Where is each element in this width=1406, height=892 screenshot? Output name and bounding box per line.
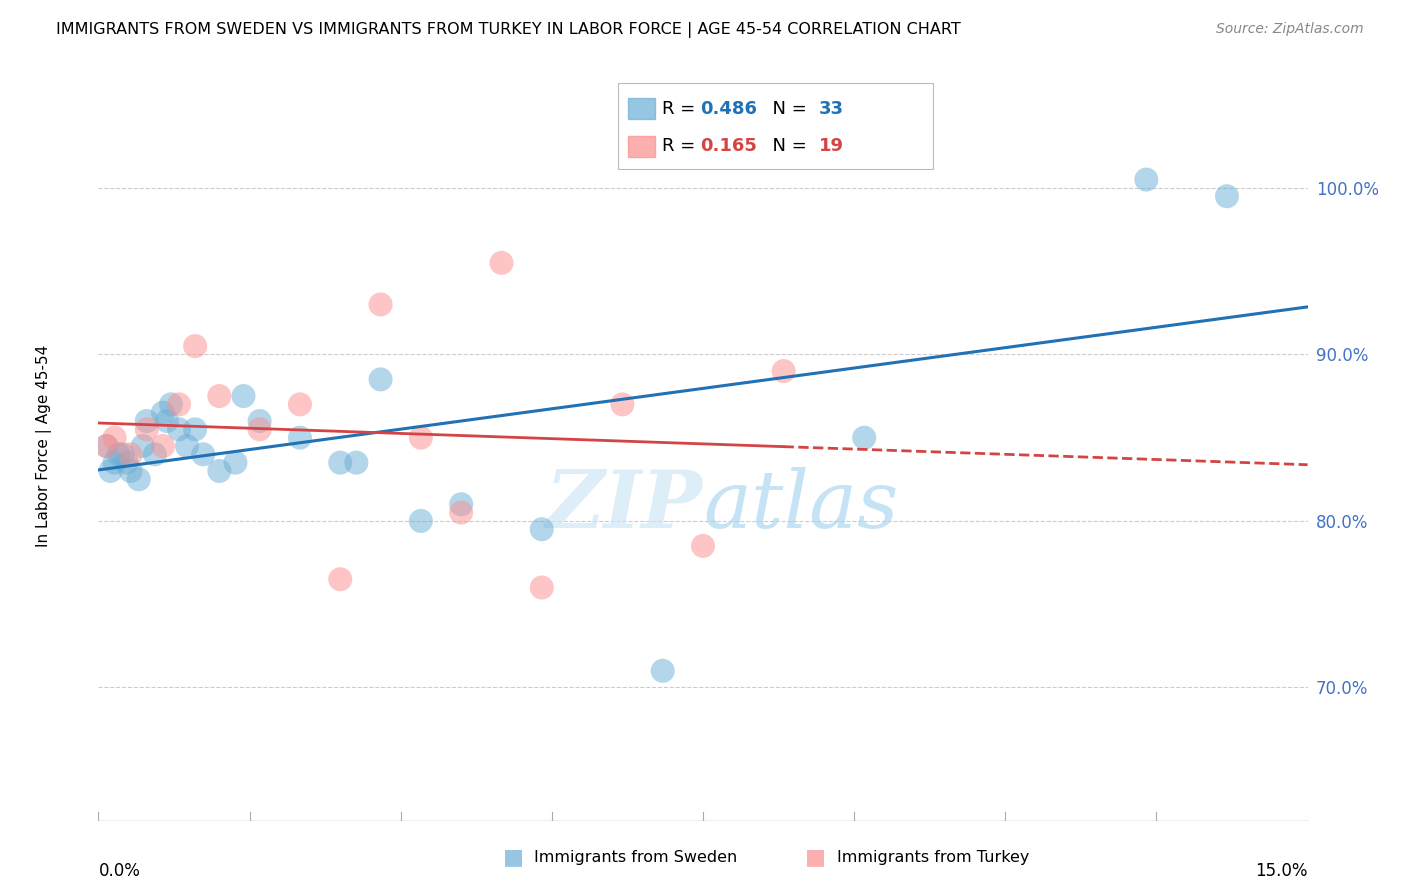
Point [184, 339, 207, 353]
Text: IMMIGRANTS FROM SWEDEN VS IMMIGRANTS FROM TURKEY IN LABOR FORCE | AGE 45-54 CORR: IMMIGRANTS FROM SWEDEN VS IMMIGRANTS FRO… [56, 22, 960, 38]
Point [370, 372, 392, 386]
Point [120, 464, 142, 478]
Bar [628, 98, 655, 120]
Point [344, 456, 367, 470]
Text: N =: N = [761, 100, 813, 118]
Text: N =: N = [761, 137, 813, 155]
Point [152, 406, 174, 420]
Point [167, 397, 190, 411]
Point [409, 514, 432, 528]
Point [100, 464, 122, 478]
Bar [628, 136, 655, 157]
Text: Source: ZipAtlas.com: Source: ZipAtlas.com [1216, 22, 1364, 37]
Point [193, 447, 215, 461]
Point [288, 397, 311, 411]
FancyBboxPatch shape [619, 83, 932, 169]
Point [530, 581, 553, 595]
Point [1135, 172, 1157, 186]
Point [176, 439, 198, 453]
Text: 0.165: 0.165 [700, 137, 758, 155]
Point [232, 389, 254, 403]
Point [692, 539, 714, 553]
Point [103, 456, 125, 470]
Point [329, 572, 352, 586]
Point [184, 422, 207, 436]
Point [132, 439, 155, 453]
Text: ■: ■ [806, 847, 825, 867]
Point [329, 456, 352, 470]
Point [167, 422, 190, 436]
Point [135, 414, 157, 428]
Point [450, 497, 472, 511]
Text: R =: R = [662, 137, 700, 155]
Text: Immigrants from Turkey: Immigrants from Turkey [837, 850, 1029, 865]
Text: R =: R = [662, 100, 700, 118]
Text: Immigrants from Sweden: Immigrants from Sweden [534, 850, 738, 865]
Point [224, 456, 246, 470]
Text: 0.486: 0.486 [700, 100, 758, 118]
Point [370, 297, 392, 311]
Point [156, 414, 179, 428]
Point [612, 397, 634, 411]
Point [450, 506, 472, 520]
Text: 0.0%: 0.0% [98, 863, 141, 880]
Point [96, 439, 118, 453]
Point [120, 447, 142, 461]
Point [143, 447, 166, 461]
Point [288, 431, 311, 445]
Point [208, 389, 231, 403]
Point [249, 422, 271, 436]
Point [152, 439, 174, 453]
Point [530, 522, 553, 536]
Point [208, 464, 231, 478]
Point [103, 431, 125, 445]
Point [115, 456, 138, 470]
Text: 15.0%: 15.0% [1256, 863, 1308, 880]
Point [1216, 189, 1239, 203]
Text: 33: 33 [820, 100, 844, 118]
Text: atlas: atlas [703, 467, 898, 545]
Point [135, 422, 157, 436]
Point [409, 431, 432, 445]
Point [111, 447, 134, 461]
Point [107, 447, 129, 461]
Point [249, 414, 271, 428]
Text: ■: ■ [503, 847, 523, 867]
Point [96, 439, 118, 453]
Point [128, 472, 150, 486]
Point [651, 664, 673, 678]
Point [491, 256, 513, 270]
Point [853, 431, 876, 445]
Point [160, 397, 183, 411]
Point [772, 364, 794, 378]
Text: 19: 19 [820, 137, 844, 155]
Text: In Labor Force | Age 45-54: In Labor Force | Age 45-54 [37, 345, 52, 547]
Text: ZIP: ZIP [546, 467, 703, 545]
